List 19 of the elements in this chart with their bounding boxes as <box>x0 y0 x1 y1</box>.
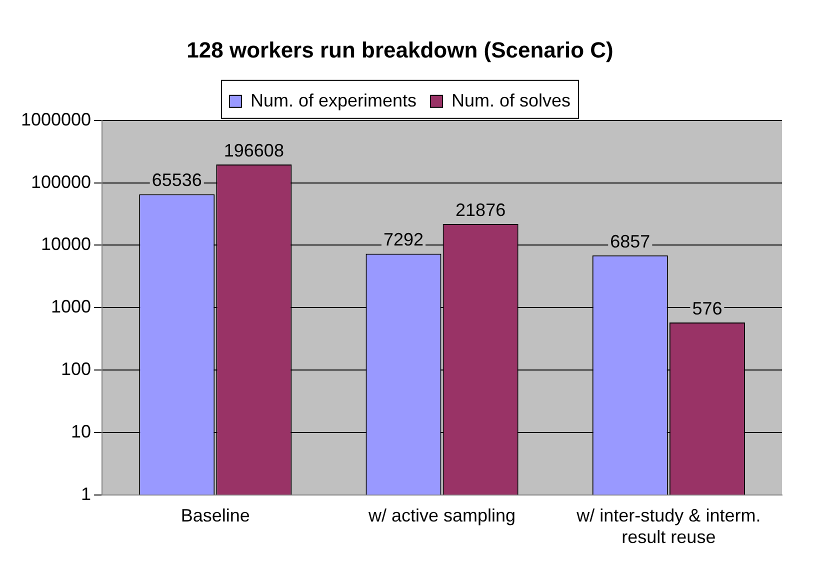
y-tick-label: 10000 <box>41 234 92 254</box>
y-tick-label: 10 <box>71 421 92 442</box>
y-tick-label: 100 <box>61 358 92 379</box>
data-label: 576 <box>692 298 722 319</box>
y-tick-label: 1000 <box>51 296 92 317</box>
data-label: 7292 <box>383 230 424 250</box>
y-tick-label: 1000000 <box>20 109 92 130</box>
y-tick-label: 1 <box>81 484 92 504</box>
data-label: 6857 <box>610 231 650 252</box>
x-tick-label: w/ inter-study & interm. result reuse <box>576 506 761 548</box>
legend-label: Num. of experiments <box>250 90 417 110</box>
data-label: 65536 <box>152 170 202 190</box>
data-label: 196608 <box>224 140 284 160</box>
chart-title: 128 workers run breakdown (Scenario C) <box>186 37 614 62</box>
data-label: 21876 <box>456 200 506 220</box>
legend-label: Num. of solves <box>452 90 571 110</box>
x-tick-label: Baseline <box>180 506 250 526</box>
y-tick-label: 100000 <box>30 172 92 192</box>
x-tick-label: w/ active sampling <box>368 506 516 526</box>
